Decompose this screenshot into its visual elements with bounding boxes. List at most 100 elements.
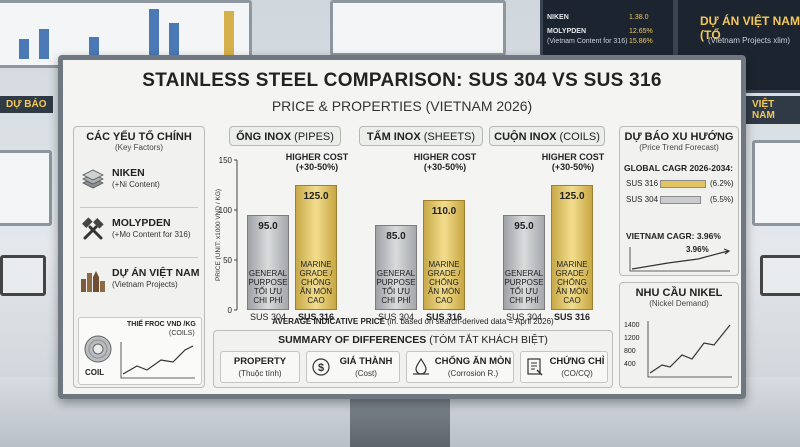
cell-sub: (Thuộc tính): [238, 369, 282, 378]
tab-coils[interactable]: Cuộn Inox (COILS): [489, 126, 605, 146]
cell-main: Property: [233, 356, 287, 367]
bar-sus-316: 110.0 MARINE GRADE / CHỐNG ĂN MÒN CAO: [423, 200, 465, 310]
bar-value-label: 125.0: [303, 191, 329, 202]
background-monitor-small-right: [760, 255, 800, 296]
bar-description-line: TỐI ƯU: [509, 287, 539, 296]
bg-bar: [39, 29, 49, 59]
bar-description-line: PURPOSE: [248, 278, 288, 287]
callout-line: HIGHER COST: [285, 152, 349, 162]
bar-description: MARINE GRADE / CHỐNG ĂN MÒN CAO: [296, 260, 336, 305]
ticker-value: 1.38.0: [629, 14, 649, 21]
summary-cell-cost[interactable]: $ Giá thành (Cost): [306, 351, 400, 383]
tab-label: Cuộn Inox: [494, 131, 557, 143]
bar-sus-304: 85.0 GENERAL PURPOSE TỐI ƯU CHI PHÍ: [375, 225, 417, 310]
bar-description-line: CHỐNG: [557, 278, 587, 287]
nickel-subtitle: (Nickel Demand): [649, 299, 709, 308]
y-tick-label: 150: [219, 156, 233, 165]
nickel-title: Nhu cầu Nikel: [635, 287, 723, 299]
bar-description-line: CHỐNG: [429, 278, 459, 287]
bar-sus-304: 95.0 GENERAL PURPOSE TỐI ƯU CHI PHÍ: [247, 215, 289, 310]
vietnam-cagr-point: 3.96%: [686, 245, 709, 254]
higher-cost-callout: HIGHER COST (+30-50%): [413, 152, 477, 172]
tab-sub: (SHEETS): [423, 131, 476, 143]
tab-sheets[interactable]: Tấm Inox (SHEETS): [359, 126, 483, 146]
factor-sub: (+Mo Content for 316): [112, 230, 191, 239]
board-stand: [350, 399, 450, 447]
factor-name: MOLYPDEN: [112, 217, 171, 229]
factor-vietnam-projects: Dự án Việt Nam (Vietnam Projects): [80, 265, 204, 305]
ticker-label: (Vietnam Content for 316): [547, 38, 628, 45]
factor-name: Dự án Việt Nam: [112, 267, 200, 279]
chart-xlabel: AVERAGE INDICATIVE PRICE: [272, 317, 385, 326]
tab-label: Ống Inox: [236, 131, 292, 143]
vietnam-cagr-line: [629, 247, 731, 272]
nickel-ytick: 800: [624, 348, 636, 355]
callout-line: HIGHER COST: [413, 152, 477, 162]
bar-value-label: 95.0: [514, 221, 534, 232]
cagr-bar: [660, 196, 701, 204]
chart-caption: AVERAGE INDICATIVE PRICE (in. based on s…: [213, 317, 613, 326]
factor-nickel: NIKEN (+Ni Content): [80, 165, 204, 205]
hammer-tools-icon: [82, 217, 104, 240]
cell-sub: (Cost): [355, 369, 377, 378]
bg-bar: [224, 11, 234, 59]
cagr-title: Global CAGR 2026-2034:: [624, 163, 733, 173]
monitor-subtitle: (Vietnam Projects xlim): [708, 36, 791, 45]
coil-label: COIL: [85, 368, 105, 377]
steel-coil-icon: [84, 335, 112, 363]
bar-description: MARINE GRADE / CHỐNG ĂN MÒN CAO: [424, 260, 464, 305]
y-tick-label: 50: [223, 256, 232, 265]
background-tag-right: VIỆT NAM: [746, 96, 800, 124]
bar-description-line: MARINE: [556, 260, 588, 269]
tab-pipes[interactable]: Ống Inox (PIPES): [229, 126, 341, 146]
tab-label: Tấm Inox: [366, 131, 421, 143]
bg-bar: [89, 37, 99, 59]
callout-line: (+30-50%): [295, 162, 339, 172]
bar-description: MARINE GRADE / CHỐNG ĂN MÒN CAO: [552, 260, 592, 305]
tab-sub: (PIPES): [294, 131, 334, 143]
summary-cell-property[interactable]: Property (Thuộc tính): [220, 351, 300, 383]
cagr-series-name: SUS 304: [626, 195, 659, 204]
cell-main: Chứng chỉ: [549, 356, 605, 367]
coil-chart-sub: (COILS): [169, 330, 195, 337]
bar-value-label: 85.0: [386, 231, 406, 242]
divider: [80, 207, 198, 208]
summary-cell-corrosion[interactable]: Chống ăn mòn (Corrosion R.): [406, 351, 514, 383]
background-monitor-lower-right: [752, 140, 800, 226]
bar-description-line: GRADE /: [299, 269, 333, 278]
bar-description-line: GRADE /: [427, 269, 461, 278]
factor-sub: (Vietnam Projects): [112, 280, 178, 289]
nickel-stack-icon: [82, 169, 104, 189]
higher-cost-callout: HIGHER COST (+30-50%): [285, 152, 349, 172]
summary-title-text: Summary of Differences: [278, 334, 427, 346]
key-factors-title: Các yếu tố chính: [86, 131, 192, 143]
page-title: Stainless Steel Comparison: SUS 304 vs S…: [142, 70, 662, 91]
bar-description-line: PURPOSE: [376, 278, 416, 287]
bar-description-line: GENERAL: [504, 269, 544, 278]
x-tick-label: SUS 316: [553, 312, 591, 322]
svg-text:$: $: [318, 362, 324, 374]
cagr-value: (6.2%): [710, 179, 734, 188]
nickel-yticks: 1400 1200 800 400: [624, 319, 640, 371]
bar-sus-316: 125.0 MARINE GRADE / CHỐNG ĂN MÒN CAO: [295, 185, 337, 310]
chart-axes: 0 50 100 150 PRICE (UNIT: x1000 VND / KG): [215, 156, 238, 315]
forecast-subtitle: (Price Trend Forecast): [639, 143, 719, 152]
bar-description-line: CHI PHÍ: [381, 296, 411, 305]
bar-description-line: PURPOSE: [504, 278, 544, 287]
callout-line: HIGHER COST: [541, 152, 605, 162]
bar-description-line: MARINE: [428, 260, 460, 269]
bar-value-label: 125.0: [559, 191, 585, 202]
bar-description: GENERAL PURPOSE TỐI ƯU CHI PHÍ: [504, 269, 544, 305]
summary-cell-certificate[interactable]: Chứng chỉ (CO/CQ): [520, 351, 608, 383]
factor-molybdenum: MOLYPDEN (+Mo Content for 316): [80, 215, 204, 255]
background-monitor-small-left: [0, 255, 46, 296]
background-monitor-lower-left: [0, 150, 52, 226]
chart-note: (in. based on search-derived data = Apri…: [387, 317, 554, 326]
bar-description-line: GENERAL: [376, 269, 416, 278]
bar-description-line: MARINE: [300, 260, 332, 269]
background-tag-left: DỰ BÁO: [0, 96, 53, 113]
y-tick-label: 100: [219, 206, 233, 215]
key-factors-subtitle: (Key Factors): [114, 143, 163, 152]
factor-name: NIKEN: [112, 167, 145, 179]
y-tick-label: 0: [228, 306, 233, 315]
